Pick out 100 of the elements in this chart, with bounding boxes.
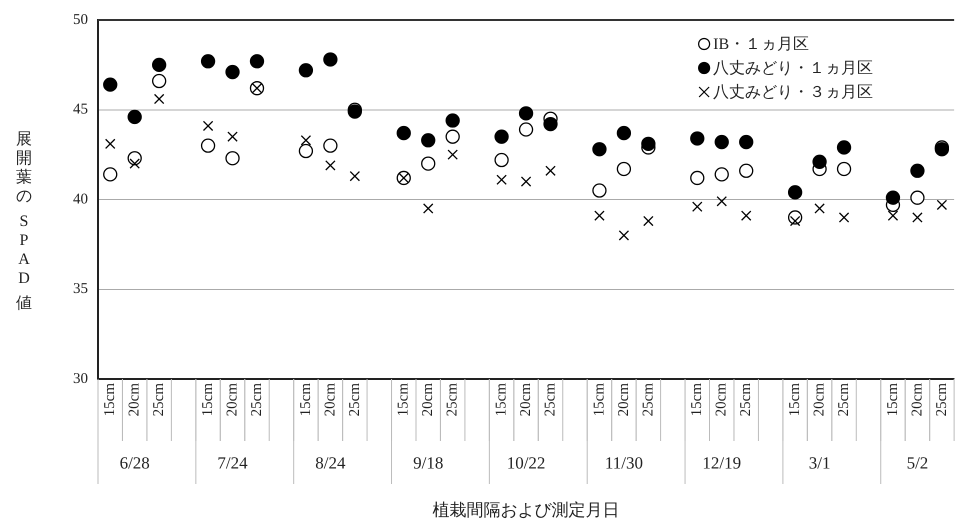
x-tick-label: 25cm xyxy=(542,382,558,416)
x-tick-label: 25cm xyxy=(836,382,852,416)
x-axis-title: 植栽間隔および測定月日 xyxy=(432,500,620,520)
x-tick-label: 20cm xyxy=(909,382,926,416)
text: 3/1 xyxy=(808,453,830,472)
x-tick-label: 15cm xyxy=(884,382,901,416)
point xyxy=(910,190,925,205)
point xyxy=(250,54,264,68)
point xyxy=(298,144,314,158)
x-tick-label: 15cm xyxy=(298,382,314,416)
point xyxy=(910,164,925,178)
point xyxy=(323,138,338,153)
legend-label: 八丈みどり・１ヵ月区 xyxy=(713,59,874,78)
point xyxy=(912,212,923,223)
point xyxy=(225,64,240,80)
point xyxy=(888,210,898,221)
point xyxy=(838,212,850,223)
point xyxy=(298,63,314,78)
point xyxy=(200,54,216,68)
legend-label: 八丈みどり・３ヵ月区 xyxy=(713,83,874,102)
point xyxy=(520,176,532,187)
point xyxy=(350,170,360,182)
point xyxy=(496,174,507,185)
point xyxy=(886,190,900,205)
point xyxy=(812,154,827,169)
point xyxy=(446,113,460,128)
text: 12/19 xyxy=(702,453,742,472)
point xyxy=(740,210,752,221)
x-tick-label: 20cm xyxy=(322,382,338,416)
x-tick-label: 25cm xyxy=(346,382,363,416)
point xyxy=(103,77,118,92)
x-tick-label: 20cm xyxy=(126,382,143,416)
point xyxy=(128,110,142,124)
point xyxy=(518,122,534,137)
x-tick-label: 25cm xyxy=(640,382,656,416)
x-tick-label: 15cm xyxy=(102,382,118,416)
text: 11/30 xyxy=(604,453,643,472)
text: 8/24 xyxy=(315,453,346,472)
legend-label: IB・１ヵ月区 xyxy=(713,36,810,54)
point xyxy=(836,162,852,176)
point xyxy=(494,130,509,144)
point xyxy=(714,134,729,150)
point xyxy=(836,140,852,155)
text: 5/2 xyxy=(906,453,928,472)
point xyxy=(422,203,434,214)
point xyxy=(323,52,338,67)
point xyxy=(690,131,704,146)
point xyxy=(690,170,704,186)
y-tick-label: 50 xyxy=(73,12,88,28)
point xyxy=(716,196,727,207)
point xyxy=(592,142,607,156)
point xyxy=(325,160,336,171)
point xyxy=(618,230,630,241)
x-tick-label: 15cm xyxy=(591,382,608,416)
point xyxy=(103,167,118,182)
point xyxy=(616,126,632,140)
point xyxy=(421,156,436,171)
y-tick-label: 45 xyxy=(73,102,88,118)
y-tick-label: 35 xyxy=(73,281,88,298)
point xyxy=(739,164,754,178)
text: 6/28 xyxy=(120,453,150,472)
x-tick-label: 15cm xyxy=(494,382,510,416)
point xyxy=(447,149,458,160)
x-tick-label: 20cm xyxy=(812,382,828,416)
point xyxy=(154,94,164,104)
point xyxy=(788,185,802,200)
text: 10/22 xyxy=(506,453,546,472)
point xyxy=(592,183,607,198)
point xyxy=(814,203,825,214)
point xyxy=(545,166,556,176)
x-tick-label: 25cm xyxy=(151,382,168,416)
x-tick-label: 25cm xyxy=(248,382,265,416)
point xyxy=(225,151,240,166)
x-tick-label: 25cm xyxy=(934,382,950,416)
x-tick-label: 20cm xyxy=(518,382,534,416)
y-tick-label: 40 xyxy=(73,191,88,208)
point xyxy=(200,138,216,153)
point xyxy=(446,130,460,144)
point xyxy=(421,133,436,148)
point xyxy=(543,116,558,132)
point xyxy=(494,152,509,168)
x-tick-label: 20cm xyxy=(616,382,632,416)
point xyxy=(739,134,754,150)
text: 展開葉の SPAD 値 xyxy=(16,131,32,312)
y-tick-label: 30 xyxy=(73,370,88,387)
point xyxy=(594,210,605,221)
point xyxy=(152,58,166,72)
point xyxy=(641,136,656,152)
point xyxy=(104,138,116,150)
x-tick-label: 15cm xyxy=(787,382,804,416)
point xyxy=(202,120,214,132)
text: 9/18 xyxy=(413,453,444,472)
x-tick-label: 20cm xyxy=(420,382,436,416)
point xyxy=(300,135,312,146)
text: 7/24 xyxy=(217,453,248,472)
x-tick-label: 25cm xyxy=(738,382,754,416)
point xyxy=(227,131,238,142)
x-tick-label: 15cm xyxy=(200,382,216,416)
point xyxy=(692,201,703,212)
point xyxy=(152,74,166,88)
